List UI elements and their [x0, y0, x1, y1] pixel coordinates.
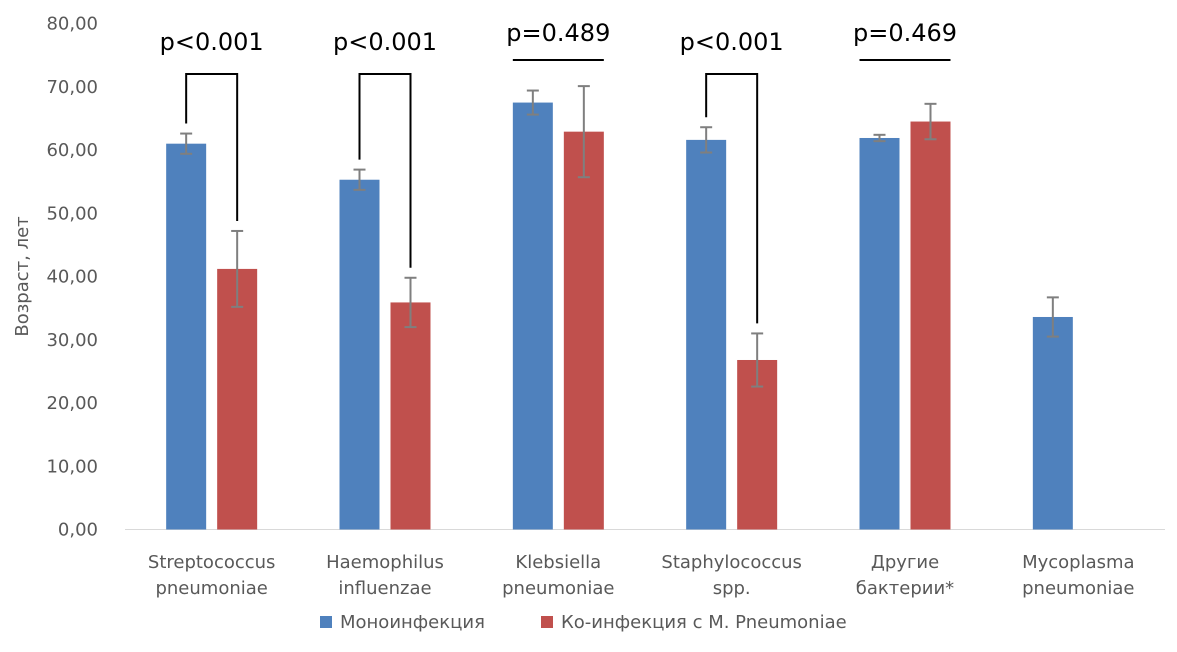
y-tick-label: 60,00 — [46, 140, 98, 161]
x-category-label: pneumoniae — [1022, 578, 1134, 599]
x-category-label: Streptococcus — [148, 552, 276, 573]
x-category-label: influenzae — [338, 578, 431, 599]
bar-co-3 — [737, 359, 778, 530]
y-tick-label: 30,00 — [46, 330, 98, 351]
legend-swatch-co — [541, 616, 553, 628]
x-category-label: pneumoniae — [155, 578, 267, 599]
bar-co-1 — [390, 302, 431, 530]
p-value-label: p<0.001 — [333, 28, 437, 56]
x-category-label: бактерии* — [856, 578, 954, 599]
p-value-label: p=0.489 — [506, 19, 610, 47]
bar-co-4 — [910, 121, 951, 530]
bar-co-2 — [563, 131, 604, 530]
bar-mono-0 — [166, 143, 207, 530]
significance-bracket — [185, 73, 239, 221]
y-tick-label: 80,00 — [46, 14, 98, 35]
x-category-label: Mycoplasma — [1022, 552, 1135, 573]
bar-mono-1 — [339, 179, 380, 530]
p-value-label: p=0.469 — [853, 19, 957, 47]
bar-co-0 — [217, 268, 258, 530]
x-category-label: Staphylococcus — [661, 552, 802, 573]
x-category-label: pneumoniae — [502, 578, 614, 599]
bar-mono-4 — [859, 137, 900, 530]
significance-bracket — [705, 73, 759, 324]
x-category-label: Другие — [871, 552, 939, 573]
legend-swatch-mono — [320, 616, 332, 628]
y-tick-label: 50,00 — [46, 203, 98, 224]
y-tick-label: 20,00 — [46, 393, 98, 414]
legend-label-co: Ко-инфекция с M. Pneumoniae — [561, 612, 847, 633]
p-value-label: p<0.001 — [680, 28, 784, 56]
legend-label-mono: Моноинфекция — [340, 612, 485, 633]
y-tick-label: 0,00 — [58, 520, 98, 541]
y-tick-label: 70,00 — [46, 77, 98, 98]
significance-bracket — [358, 73, 412, 268]
bar-mono-2 — [512, 102, 553, 530]
bar-mono-5 — [1032, 316, 1073, 530]
x-category-label: Klebsiella — [515, 552, 601, 573]
y-tick-label: 10,00 — [46, 456, 98, 477]
x-category-label: Haemophilus — [326, 552, 444, 573]
y-tick-label: 40,00 — [46, 267, 98, 288]
p-value-label: p<0.001 — [160, 28, 264, 56]
y-axis-title: Возраст, лет — [12, 216, 33, 336]
bar-mono-3 — [686, 139, 727, 530]
x-category-label: spp. — [713, 578, 751, 599]
